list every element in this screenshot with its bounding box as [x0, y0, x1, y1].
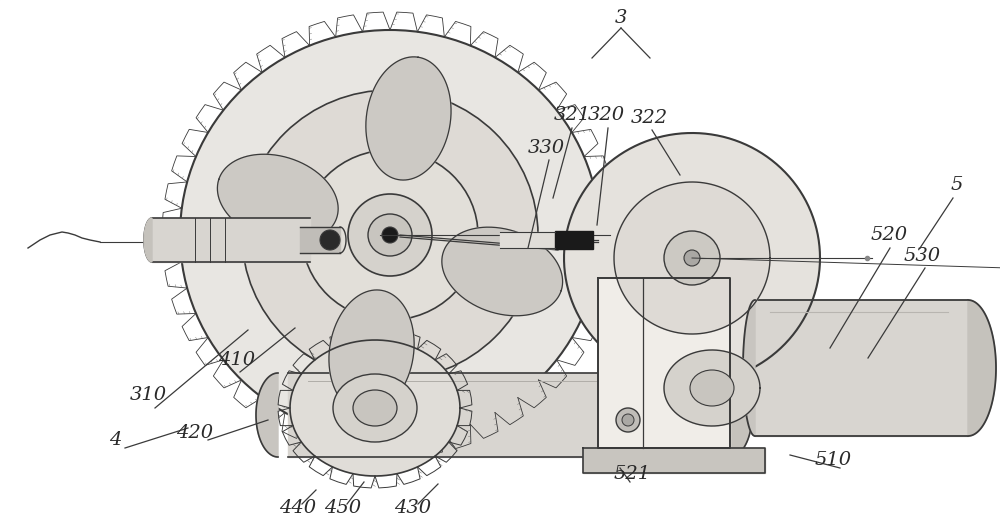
Text: 450: 450: [324, 499, 362, 517]
Ellipse shape: [368, 214, 412, 256]
Polygon shape: [614, 182, 770, 334]
Ellipse shape: [302, 150, 478, 320]
Polygon shape: [366, 57, 451, 180]
Polygon shape: [564, 133, 820, 383]
Ellipse shape: [242, 90, 538, 380]
Ellipse shape: [684, 250, 700, 266]
Text: 320: 320: [587, 106, 625, 124]
Polygon shape: [598, 278, 730, 448]
Ellipse shape: [320, 230, 340, 250]
Ellipse shape: [664, 231, 720, 285]
Ellipse shape: [180, 30, 600, 440]
Text: 510: 510: [814, 451, 852, 469]
Text: 4: 4: [109, 431, 121, 449]
Ellipse shape: [353, 390, 397, 426]
Polygon shape: [290, 340, 460, 476]
Polygon shape: [442, 227, 563, 316]
Text: 321: 321: [553, 106, 591, 124]
Polygon shape: [217, 154, 338, 243]
Ellipse shape: [348, 194, 432, 276]
Text: 530: 530: [903, 247, 941, 265]
Ellipse shape: [616, 408, 640, 432]
Polygon shape: [968, 300, 996, 436]
Text: 420: 420: [176, 424, 214, 442]
Polygon shape: [144, 218, 152, 262]
Text: 440: 440: [279, 499, 317, 517]
Text: 430: 430: [394, 499, 432, 517]
Polygon shape: [743, 300, 755, 436]
Text: 5: 5: [951, 176, 963, 194]
Ellipse shape: [382, 227, 398, 243]
Text: 410: 410: [218, 351, 256, 369]
Ellipse shape: [333, 374, 417, 442]
Text: 330: 330: [527, 139, 565, 157]
Ellipse shape: [690, 370, 734, 406]
Text: 521: 521: [613, 465, 651, 483]
Text: 3: 3: [615, 9, 627, 27]
Polygon shape: [664, 350, 760, 426]
Ellipse shape: [622, 414, 634, 426]
Polygon shape: [256, 373, 278, 457]
Polygon shape: [555, 231, 593, 249]
Polygon shape: [180, 30, 600, 440]
Text: 322: 322: [630, 109, 668, 127]
Polygon shape: [730, 373, 752, 457]
Text: 520: 520: [870, 226, 908, 244]
Polygon shape: [583, 448, 765, 473]
Text: 310: 310: [129, 386, 167, 404]
Polygon shape: [329, 290, 414, 413]
